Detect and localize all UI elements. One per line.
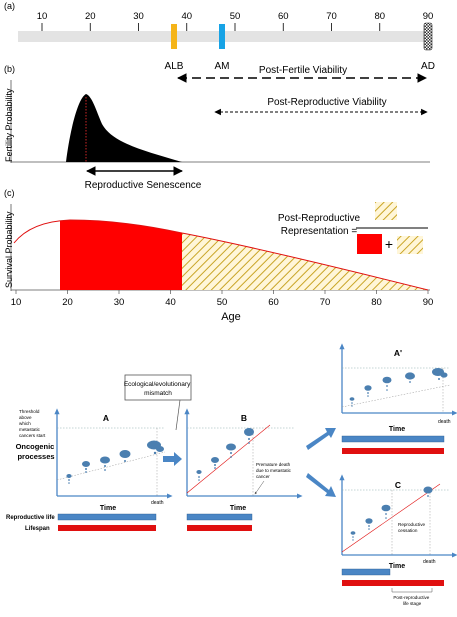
panel-c-axis: 10 20 30 40 50 60 70 80 90 — [11, 290, 434, 308]
panel-A2-trend — [341, 384, 451, 408]
panel-C-lifespan-bar — [342, 580, 444, 586]
survival-curve — [13, 219, 429, 291]
cessation-label: Reproductive cessation — [398, 522, 426, 533]
panel-B-lifespan-bar — [187, 525, 252, 531]
senescence-label: Reproductive Senescence — [85, 180, 202, 191]
panel-A-lifespan-bar — [58, 525, 156, 531]
panel-c-tick-label: 80 — [371, 297, 382, 308]
arrow-A-to-B — [163, 452, 182, 466]
panel-C-reproductive-bar — [341, 568, 391, 576]
panel-a-tick-label: 40 — [181, 11, 192, 22]
panel-c-ylabel: Survival Probability — [4, 211, 14, 288]
panel-C-trend — [341, 483, 441, 553]
panel-c-tick-label: 50 — [217, 297, 228, 308]
panel-C-title: C — [395, 480, 401, 490]
panel-a-tick-label: 90 — [423, 11, 434, 22]
formula-numerator — [375, 202, 397, 220]
alb-label: ALB — [165, 61, 184, 72]
ad-marker — [423, 22, 433, 51]
panel-B-tumors — [196, 428, 254, 481]
post-reproductive-label: Post-Reproductive Viability — [267, 97, 386, 108]
ad-label: AD — [421, 61, 435, 72]
threshold-label: Threshold above which metastatic cancers… — [19, 409, 46, 438]
panel-A2-lifespan-bar — [342, 448, 444, 454]
am-label: AM — [215, 61, 230, 72]
panel-A2-title: A' — [394, 348, 402, 358]
panel-A-reproductive-bar — [57, 513, 157, 521]
panel-c-tick-label: 70 — [320, 297, 331, 308]
post-reproductive-area — [182, 233, 428, 290]
oncogenic-label: Oncogenic processes — [16, 442, 57, 461]
panel-A-time: Time — [100, 505, 116, 512]
panel-c-label: (c) — [4, 188, 15, 198]
panel-C-tumors — [350, 486, 433, 541]
panel-b-ylabel: Fertility Probability — [4, 88, 14, 162]
arrow-B-to-C — [306, 473, 336, 497]
panel-a-tick-label: 60 — [278, 11, 289, 22]
panel-C-death: death — [423, 559, 436, 565]
panel-A-death: death — [151, 500, 164, 506]
panel-a-tick-label: 20 — [85, 11, 96, 22]
panel-A2-time: Time — [389, 426, 405, 433]
panel-A-title: A — [103, 413, 109, 423]
formula-line1: Post-Reproductive — [278, 213, 361, 224]
panel-A2-tumors — [349, 368, 448, 407]
panel-a-tick-label: 70 — [326, 11, 337, 22]
post-stage-label: Post-reproductive life stage — [393, 595, 430, 606]
panel-c-tick-label: 20 — [62, 297, 73, 308]
fertility-curve — [66, 94, 182, 162]
panel-A2-reproductive-bar — [341, 435, 445, 443]
panel-A-trend — [56, 451, 166, 481]
lifespan-label: Lifespan — [25, 526, 50, 532]
panel-a-tick-label: 30 — [133, 11, 144, 22]
panel-b-label: (b) — [4, 64, 15, 74]
arrow-B-to-A2 — [306, 428, 336, 450]
premature-label: Premature death due to metastatic cancer — [256, 462, 292, 479]
panel-c-tick-label: 60 — [268, 297, 279, 308]
panel-a-tick-label: 80 — [374, 11, 385, 22]
panel-c-xlabel: Age — [221, 311, 241, 323]
mismatch-pointer — [175, 399, 181, 431]
mismatch-label: Ecological/evolutionary mismatch — [124, 381, 192, 397]
panel-a-tick-label: 50 — [230, 11, 241, 22]
panel-B-title: B — [241, 413, 247, 423]
panel-c-tick-label: 90 — [423, 297, 434, 308]
alb-marker — [171, 24, 177, 49]
panel-B-time: Time — [230, 505, 246, 512]
formula-red-box — [357, 234, 382, 254]
mismatch-box — [124, 374, 192, 401]
panel-c-tick-label: 30 — [114, 297, 125, 308]
post-stage-bracket — [391, 588, 433, 593]
panel-B-reproductive-bar — [186, 513, 253, 521]
panel-B-trend — [186, 424, 271, 494]
panel-A-tumors — [66, 440, 164, 484]
reproductive-area — [60, 220, 182, 290]
premature-pointer — [254, 480, 265, 495]
panel-c-tick-label: 40 — [165, 297, 176, 308]
panel-a-tick-label: 10 — [37, 11, 48, 22]
formula-hatch-box — [397, 236, 423, 254]
panel-a-label: (a) — [4, 1, 15, 11]
formula-plus: + — [385, 236, 393, 252]
panel-a-axis: 10 20 30 40 50 60 70 80 90 — [37, 11, 434, 31]
panel-A2-death: death — [438, 419, 451, 425]
formula-line2: Representation = — [281, 226, 358, 237]
post-fertile-label: Post-Fertile Viability — [259, 65, 347, 76]
panel-C-time: Time — [389, 563, 405, 570]
panel-c-tick-label: 10 — [11, 297, 22, 308]
reproductive-life-label: Reproductive life — [6, 515, 55, 521]
am-marker — [219, 24, 225, 49]
